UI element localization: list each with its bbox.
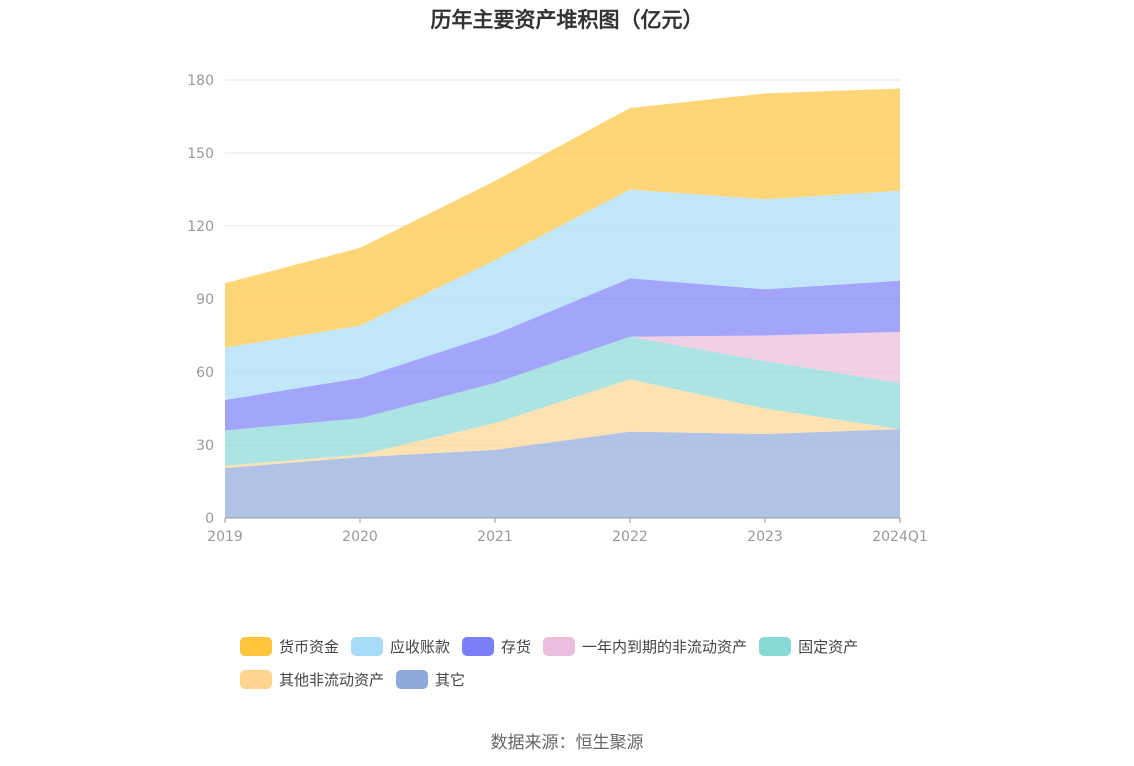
area-series-4[interactable] (225, 278, 900, 431)
legend-item-other-noncurrent[interactable]: 其他非流动资产 (240, 669, 384, 690)
legend: 货币资金 应收账款 存货 一年内到期的非流动资产 固定资产 其他非流动资产 其它 (240, 630, 920, 696)
legend-item-receivables[interactable]: 应收账款 (351, 636, 450, 657)
area-series-2[interactable] (225, 336, 900, 466)
y-tick-label: 90 (196, 292, 214, 308)
x-tick-label: 2024Q1 (872, 529, 928, 545)
chart-title: 历年主要资产堆积图（亿元） (430, 8, 704, 32)
legend-item-others[interactable]: 其它 (396, 669, 465, 690)
legend-swatch (240, 637, 272, 656)
y-tick-label: 30 (196, 438, 214, 454)
legend-row: 其他非流动资产 其它 (240, 663, 920, 696)
legend-item-fixed-assets[interactable]: 固定资产 (759, 636, 858, 657)
legend-label: 货币资金 (279, 638, 340, 656)
y-tick-label: 150 (187, 146, 214, 162)
legend-swatch (759, 637, 792, 656)
x-tick-label: 2021 (477, 529, 513, 545)
axes: 0 30 60 90 120 150 180 2019 2020 2021 2022 2023 2024… (187, 73, 928, 545)
y-tick-label: 180 (187, 73, 214, 89)
area-series-6[interactable] (225, 88, 900, 348)
legend-swatch (351, 637, 384, 656)
legend-swatch (240, 670, 272, 689)
area-series-5[interactable] (225, 189, 900, 400)
area-series-1[interactable] (225, 379, 900, 469)
legend-label: 一年内到期的非流动资产 (582, 638, 748, 656)
x-tick-label: 2019 (207, 529, 243, 545)
legend-label: 应收账款 (390, 638, 451, 656)
y-tick-label: 120 (187, 219, 214, 235)
legend-row: 货币资金 应收账款 存货 一年内到期的非流动资产 固定资产 (240, 630, 920, 663)
legend-label: 固定资产 (798, 638, 859, 656)
legend-label: 其它 (435, 671, 466, 689)
legend-swatch (462, 637, 495, 656)
x-tick-label: 2020 (342, 529, 378, 545)
data-source-note: 数据来源：恒生聚源 (490, 733, 644, 753)
legend-label: 其他非流动资产 (279, 671, 385, 689)
legend-item-inventory[interactable]: 存货 (462, 636, 531, 657)
legend-label: 存货 (501, 638, 532, 656)
legend-item-current-noncurrent[interactable]: 一年内到期的非流动资产 (543, 636, 747, 657)
legend-item-cash[interactable]: 货币资金 (240, 636, 339, 657)
area-series-0[interactable] (225, 429, 900, 518)
x-tick-label: 2022 (612, 529, 648, 545)
area-series (225, 88, 900, 518)
legend-swatch (543, 637, 576, 656)
legend-swatch (396, 670, 429, 689)
y-tick-label: 0 (205, 511, 214, 527)
x-tick-label: 2023 (747, 529, 783, 545)
area-series-3[interactable] (225, 331, 900, 431)
y-tick-label: 60 (196, 365, 214, 381)
